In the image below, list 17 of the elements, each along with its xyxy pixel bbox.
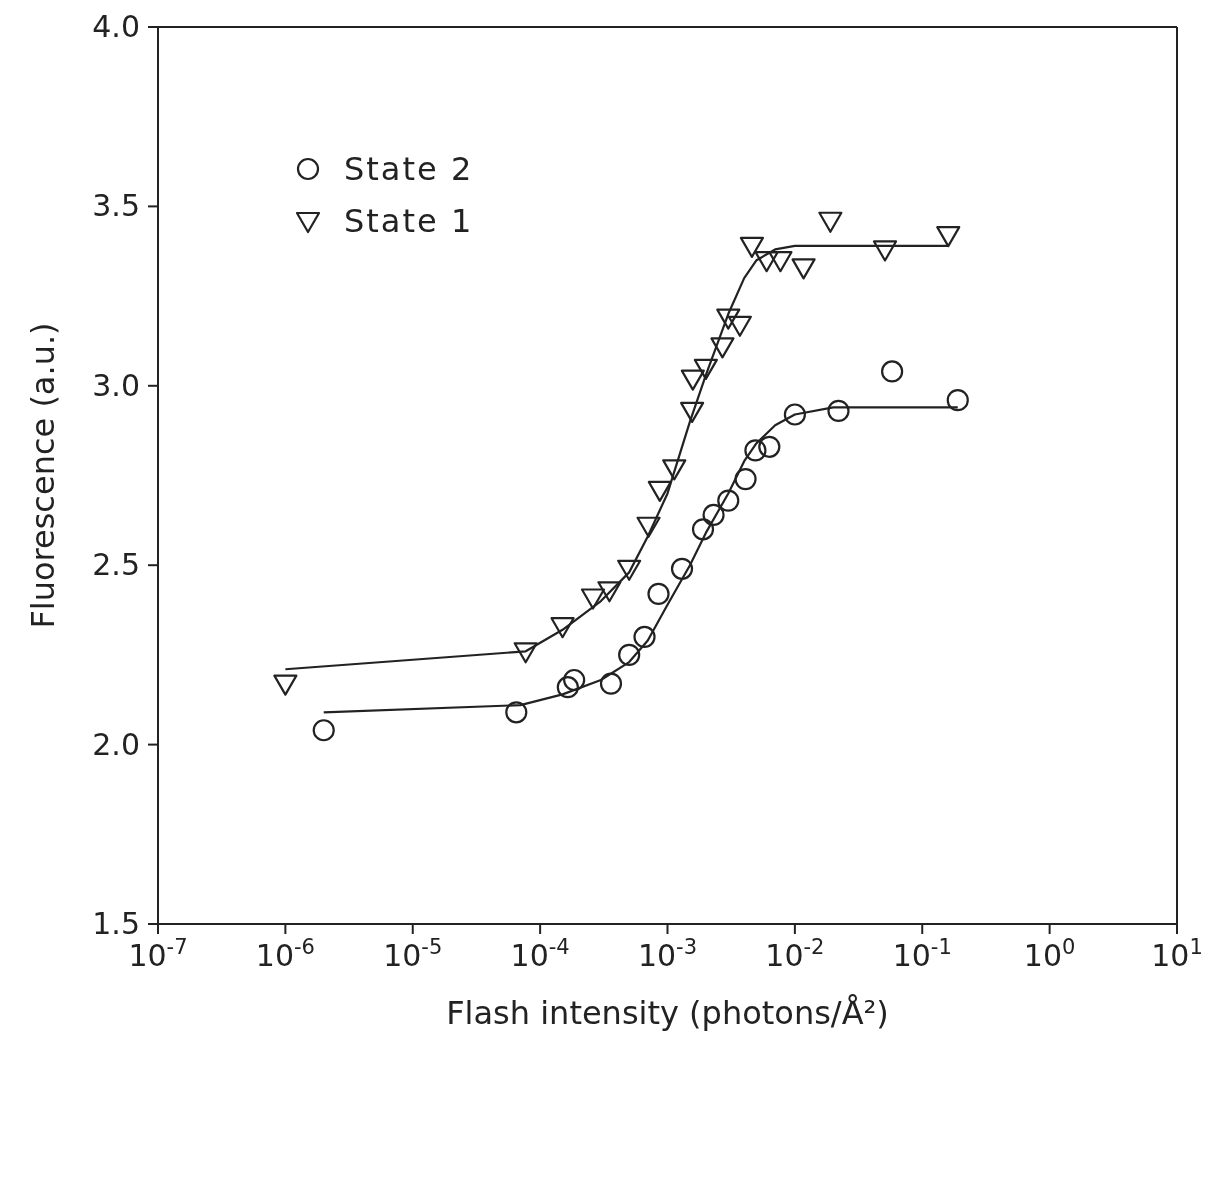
x-tick-label: 10$^{1}$ xyxy=(1151,935,1203,973)
y-tick-label: 2.5 xyxy=(92,547,140,583)
x-tick-label: 10$^{-6}$ xyxy=(255,935,315,973)
y-tick-label: 3.5 xyxy=(92,188,140,224)
x-tick-label: 10$^{0}$ xyxy=(1023,935,1076,973)
x-tick-label: 10$^{-1}$ xyxy=(892,935,952,973)
y-tick-label: 2.0 xyxy=(92,726,140,762)
y-tick-label: 3.0 xyxy=(92,367,140,403)
legend-label: State 2 xyxy=(344,149,474,190)
x-tick-label: 10$^{-4}$ xyxy=(510,935,570,973)
x-tick-label: 10$^{-2}$ xyxy=(765,935,825,973)
x-axis-title: Flash intensity (photons/Å²) xyxy=(446,994,889,1032)
y-axis-title: Fluorescence (a.u.) xyxy=(24,322,63,629)
x-tick-label: 10$^{-3}$ xyxy=(637,935,698,973)
y-tick-label: 4.0 xyxy=(92,9,140,44)
x-tick-label: 10$^{-5}$ xyxy=(383,935,443,973)
legend-label: State 1 xyxy=(344,201,474,242)
